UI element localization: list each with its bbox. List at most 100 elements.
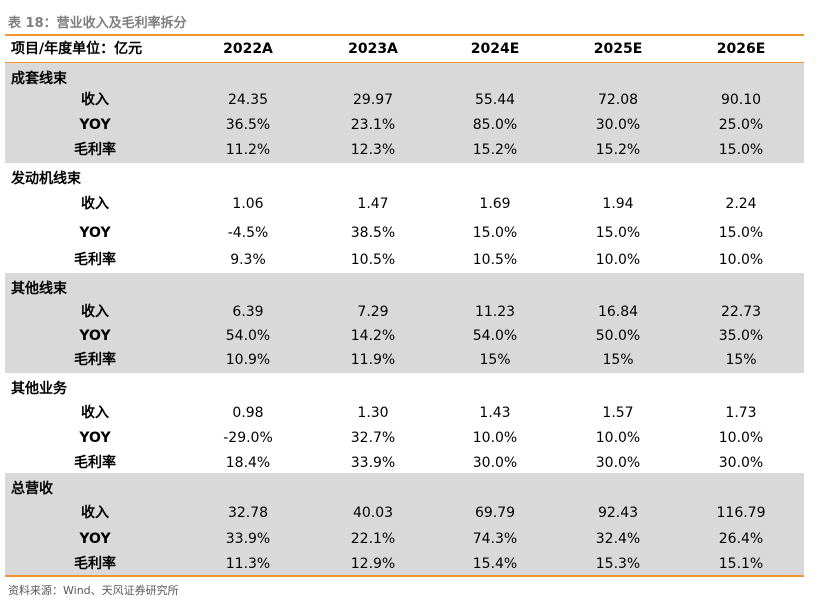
table-cell: -29.0% bbox=[223, 430, 273, 446]
table-cell: 15.0% bbox=[718, 225, 764, 241]
table-cell: 15% bbox=[725, 352, 757, 368]
table-row: 收入 0.98 1.30 1.43 1.57 1.73 bbox=[5, 402, 804, 426]
row-label: 收入 bbox=[81, 505, 109, 521]
table-cell: 1.47 bbox=[357, 196, 389, 212]
table-cell: 6.39 bbox=[232, 304, 264, 320]
table-cell: 32.4% bbox=[595, 531, 641, 547]
table-cell: 15.2% bbox=[472, 142, 518, 158]
table-row: 毛利率 18.4% 33.9% 30.0% 30.0% 30.0% bbox=[5, 452, 804, 476]
table-cell: 30.0% bbox=[472, 455, 518, 471]
group-harness-sets: 成套线束 收入 24.35 29.97 55.44 72.08 90.10 YO… bbox=[5, 63, 804, 163]
row-label: YOY bbox=[79, 328, 111, 344]
table-cell: 10.5% bbox=[472, 252, 518, 268]
table-header: 项目/年度单位：亿元 2022A 2023A 2024E 2025E 2026E bbox=[5, 37, 804, 62]
table-cell: 24.35 bbox=[227, 92, 269, 108]
table-cell: 15.4% bbox=[472, 556, 518, 572]
table-cell: 15.2% bbox=[595, 142, 641, 158]
header-year-2025e: 2025E bbox=[593, 41, 643, 57]
table-cell: 92.43 bbox=[597, 505, 639, 521]
table-caption: 表 18：营业收入及毛利率拆分 bbox=[8, 16, 187, 31]
table-cell: 85.0% bbox=[472, 117, 518, 133]
table-row: 收入 32.78 40.03 69.79 92.43 116.79 bbox=[5, 502, 804, 526]
table-cell: 10.0% bbox=[595, 252, 641, 268]
table-cell: 40.03 bbox=[352, 505, 394, 521]
table-cell: 10.0% bbox=[718, 430, 764, 446]
row-label: 毛利率 bbox=[74, 556, 116, 572]
table-cell: 2.24 bbox=[725, 196, 757, 212]
table-cell: 16.84 bbox=[597, 304, 639, 320]
group-title: 其他业务 bbox=[11, 381, 67, 397]
table-cell: 54.0% bbox=[472, 328, 518, 344]
table-cell: 10.0% bbox=[718, 252, 764, 268]
table-row: 收入 1.06 1.47 1.69 1.94 2.24 bbox=[5, 193, 804, 217]
table-cell: 32.78 bbox=[227, 505, 269, 521]
table-cell: 72.08 bbox=[597, 92, 639, 108]
group-other-harness: 其他线束 收入 6.39 7.29 11.23 16.84 22.73 YOY … bbox=[5, 273, 804, 373]
row-label: 收入 bbox=[81, 405, 109, 421]
row-label: YOY bbox=[79, 430, 111, 446]
table-cell: 18.4% bbox=[225, 455, 271, 471]
top-rule bbox=[5, 34, 804, 36]
table-cell: 69.79 bbox=[474, 505, 516, 521]
table-row: 收入 24.35 29.97 55.44 72.08 90.10 bbox=[5, 89, 804, 113]
table-cell: 1.06 bbox=[232, 196, 264, 212]
table-cell: 12.9% bbox=[350, 556, 396, 572]
table-cell: 38.5% bbox=[350, 225, 396, 241]
table-cell: 30.0% bbox=[718, 455, 764, 471]
table-cell: 55.44 bbox=[474, 92, 516, 108]
table-cell: 116.79 bbox=[716, 505, 766, 521]
bottom-rule bbox=[5, 575, 804, 577]
table-cell: 33.9% bbox=[225, 531, 271, 547]
table-cell: -4.5% bbox=[227, 225, 269, 241]
table-row: 收入 6.39 7.29 11.23 16.84 22.73 bbox=[5, 301, 804, 325]
header-year-2022a: 2022A bbox=[223, 41, 273, 57]
table-cell: 30.0% bbox=[595, 455, 641, 471]
table-cell: 12.3% bbox=[350, 142, 396, 158]
header-year-2024e: 2024E bbox=[470, 41, 520, 57]
table-row: YOY -29.0% 32.7% 10.0% 10.0% 10.0% bbox=[5, 427, 804, 451]
row-label: 毛利率 bbox=[74, 455, 116, 471]
header-year-2023a: 2023A bbox=[348, 41, 398, 57]
group-title: 发动机线束 bbox=[11, 171, 81, 187]
table-cell: 23.1% bbox=[350, 117, 396, 133]
row-label: YOY bbox=[79, 531, 111, 547]
table-cell: 50.0% bbox=[595, 328, 641, 344]
table-row: YOY 54.0% 14.2% 54.0% 50.0% 35.0% bbox=[5, 325, 804, 349]
row-label: 毛利率 bbox=[74, 142, 116, 158]
table-row: 毛利率 10.9% 11.9% 15% 15% 15% bbox=[5, 349, 804, 373]
table-cell: 10.5% bbox=[350, 252, 396, 268]
table-cell: 22.1% bbox=[350, 531, 396, 547]
table-cell: 33.9% bbox=[350, 455, 396, 471]
table-cell: 10.9% bbox=[225, 352, 271, 368]
row-label: 毛利率 bbox=[74, 252, 116, 268]
row-label: YOY bbox=[79, 225, 111, 241]
table-row: 毛利率 9.3% 10.5% 10.5% 10.0% 10.0% bbox=[5, 249, 804, 273]
table-cell: 15.0% bbox=[595, 225, 641, 241]
header-label: 项目/年度单位：亿元 bbox=[11, 41, 143, 57]
table-cell: 11.2% bbox=[225, 142, 271, 158]
table-cell: 15.0% bbox=[718, 142, 764, 158]
table-cell: 10.0% bbox=[472, 430, 518, 446]
row-label: 毛利率 bbox=[74, 352, 116, 368]
table-cell: 54.0% bbox=[225, 328, 271, 344]
row-label: 收入 bbox=[81, 304, 109, 320]
table-cell: 90.10 bbox=[720, 92, 762, 108]
table-cell: 29.97 bbox=[352, 92, 394, 108]
table-cell: 11.9% bbox=[350, 352, 396, 368]
table-row: YOY -4.5% 38.5% 15.0% 15.0% 15.0% bbox=[5, 222, 804, 246]
group-total-revenue: 总营收 收入 32.78 40.03 69.79 92.43 116.79 YO… bbox=[5, 473, 804, 575]
table-cell: 25.0% bbox=[718, 117, 764, 133]
table-cell: 15.3% bbox=[595, 556, 641, 572]
table-cell: 15% bbox=[479, 352, 511, 368]
row-label: 收入 bbox=[81, 92, 109, 108]
row-label: 收入 bbox=[81, 196, 109, 212]
table-cell: 11.3% bbox=[225, 556, 271, 572]
table-cell: 22.73 bbox=[720, 304, 762, 320]
table-cell: 9.3% bbox=[230, 252, 266, 268]
table-cell: 1.69 bbox=[479, 196, 511, 212]
table-cell: 74.3% bbox=[472, 531, 518, 547]
table-cell: 30.0% bbox=[595, 117, 641, 133]
table-cell: 1.94 bbox=[602, 196, 634, 212]
table-row: 毛利率 11.2% 12.3% 15.2% 15.2% 15.0% bbox=[5, 139, 804, 163]
table-cell: 15.1% bbox=[718, 556, 764, 572]
